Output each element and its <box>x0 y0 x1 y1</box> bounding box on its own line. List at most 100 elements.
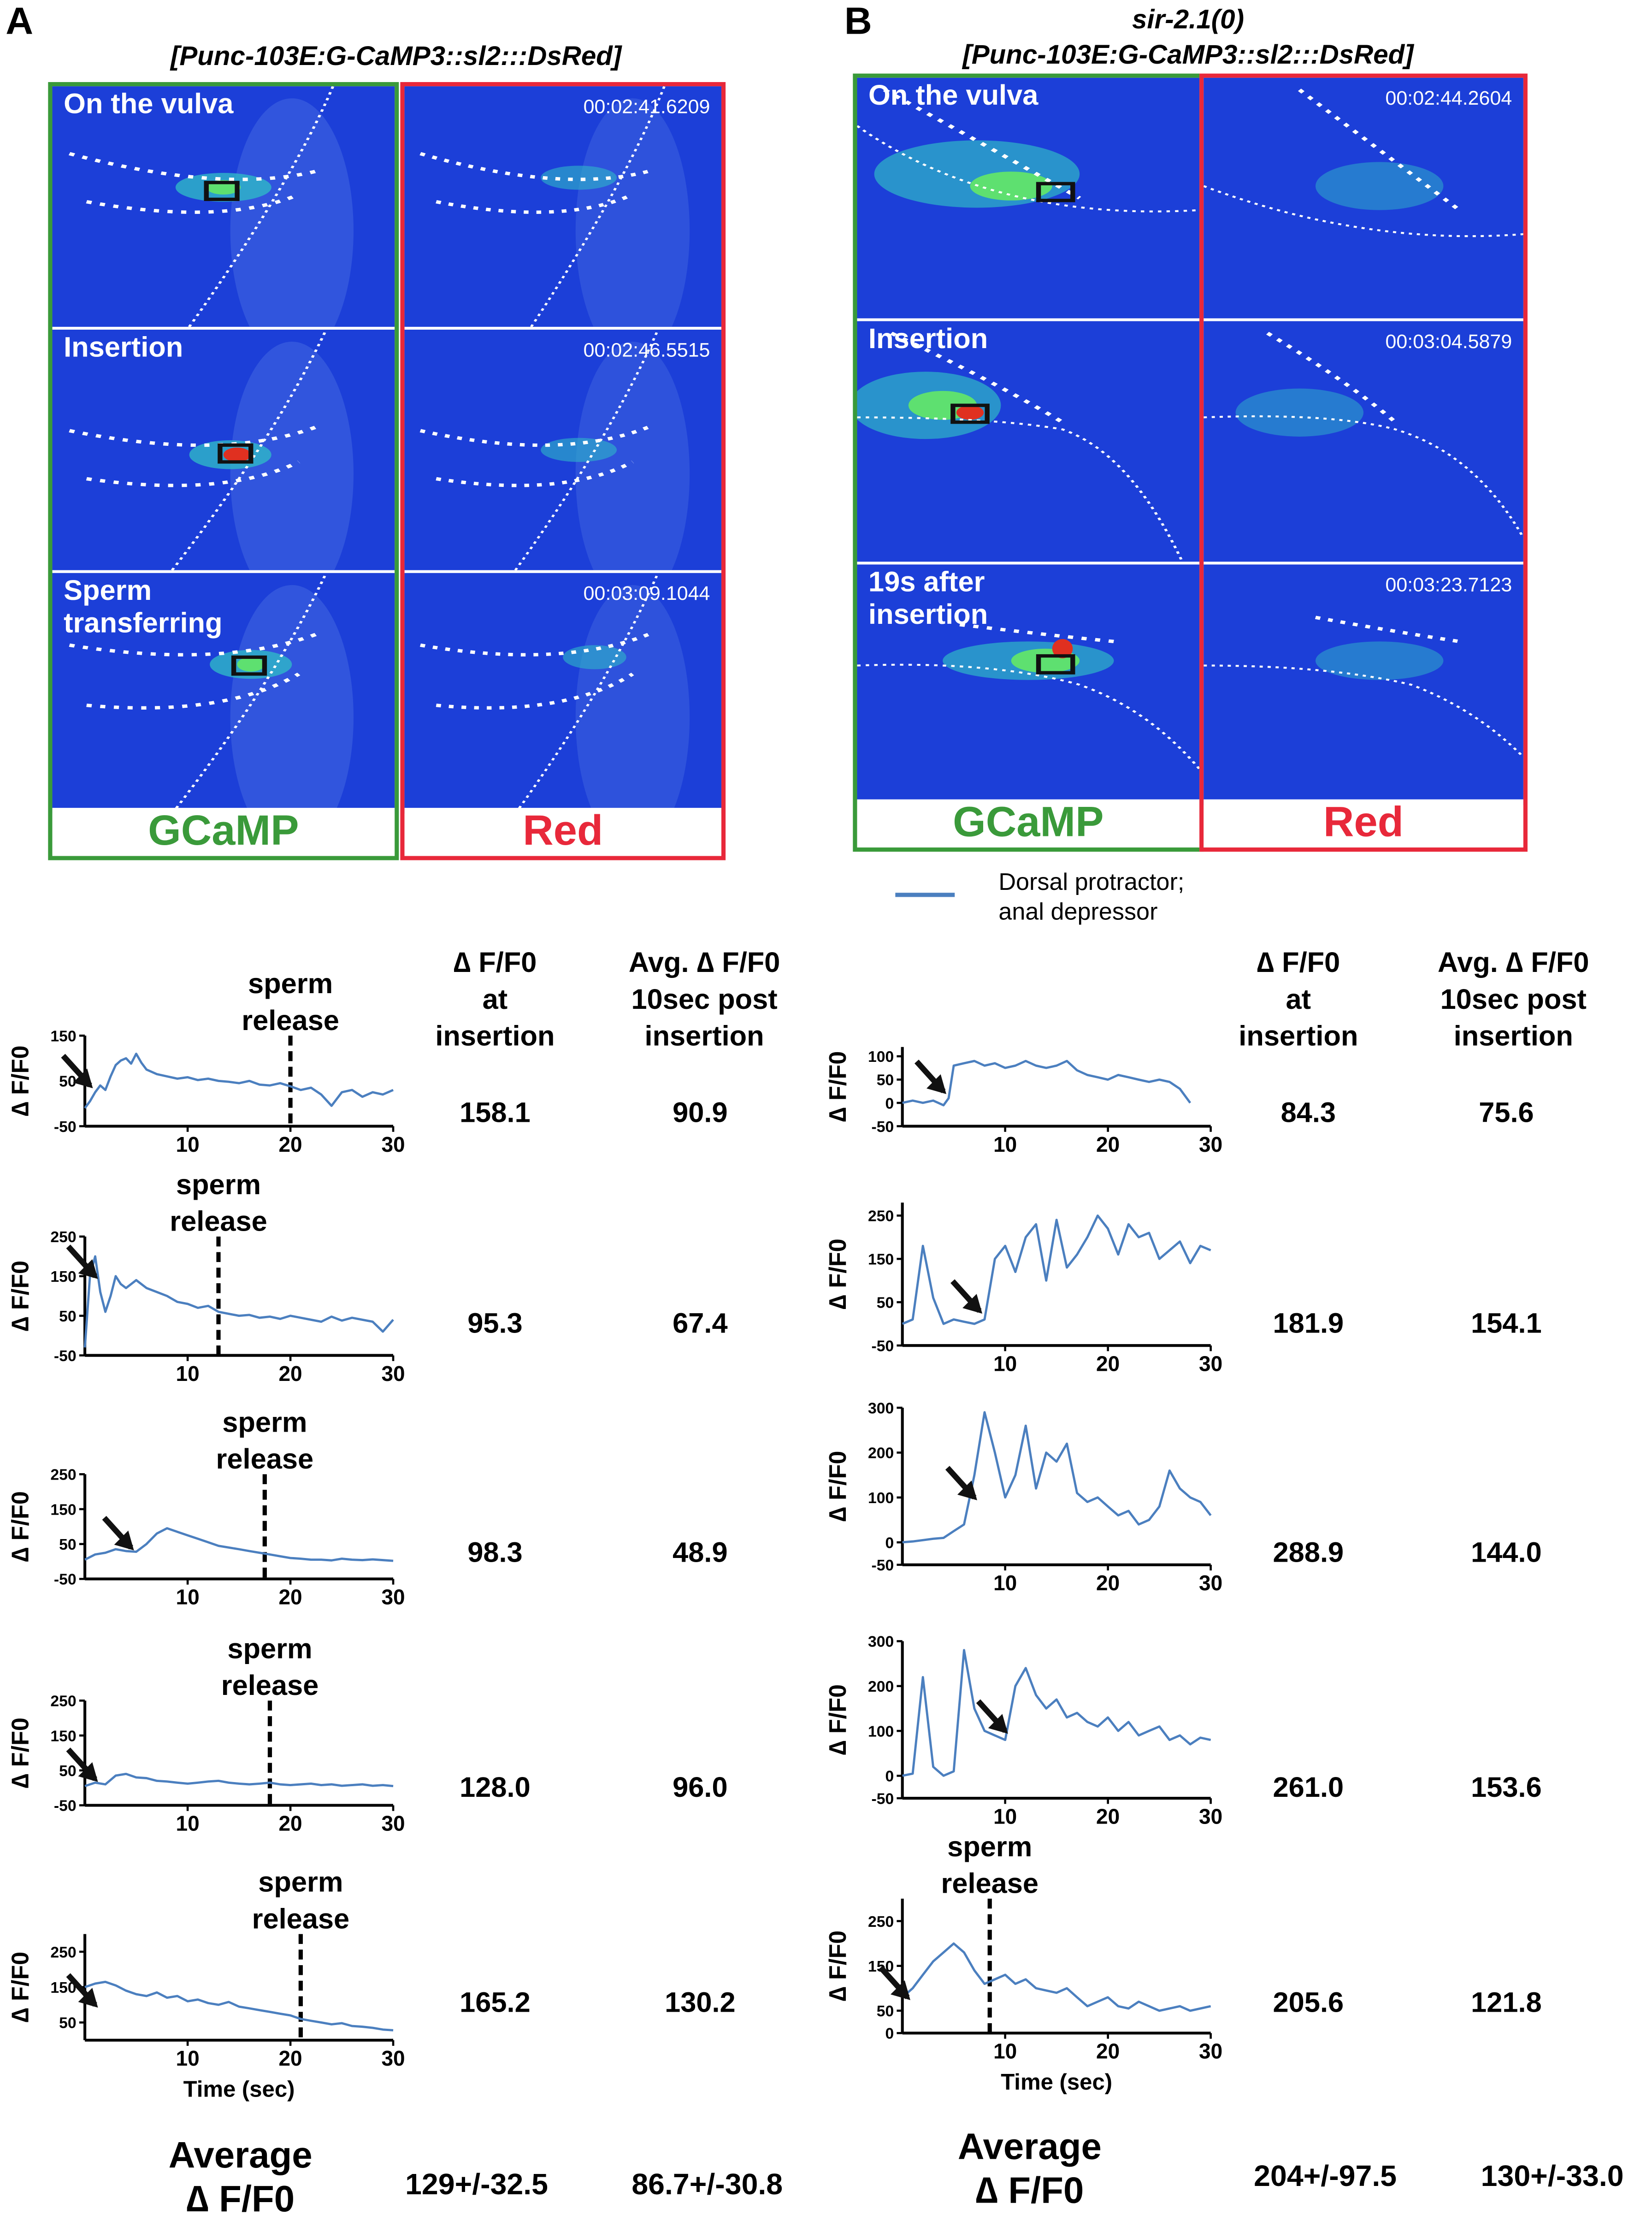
header-b-at-insertion: ∆ F/F0 at insertion <box>1239 948 1358 1053</box>
panel-b-gcamp-frame-2: Insertion <box>857 321 1200 562</box>
x-tick-label: 30 <box>1199 2039 1222 2063</box>
value-a-3-avg-post: 48.9 <box>673 1538 728 1569</box>
y-tick-label: 0 <box>885 1534 894 1552</box>
y-tick-label: 100 <box>868 1489 894 1507</box>
y-tick-label: 50 <box>59 1073 77 1090</box>
panel-a-red-frame-2: 00:02:46.5515 <box>404 329 721 570</box>
trace-chart-a-1: ∆ F/F0 -50 50 150 10 20 30 sperm release <box>7 968 405 1156</box>
panel-a-red-column: 00:02:41.6209 00:02:46.5515 00:03:09.104… <box>400 82 726 860</box>
panel-a-genotype: [Punc-103E:G-CaMP3::sl2:::DsRed] <box>170 42 622 72</box>
legend-line <box>895 893 955 897</box>
value-a-1-avg-post: 90.9 <box>673 1098 728 1129</box>
value-b-2-avg-post: 154.1 <box>1471 1309 1542 1340</box>
y-axis-label: ∆ F/F0 <box>825 1051 851 1122</box>
sperm-release-label: release <box>216 1443 314 1475</box>
insertion-arrow-icon <box>945 1466 977 1500</box>
sperm-release-label: sperm <box>248 968 333 1000</box>
panel-a-gcamp-frame-2: Insertion <box>52 329 395 570</box>
panel-a-red-frame-1: 00:02:41.6209 <box>404 86 721 327</box>
x-tick-label: 10 <box>993 1804 1017 1828</box>
panel-a-red-frame-3: 00:03:09.1044 <box>404 573 721 814</box>
arrow-head <box>114 1530 134 1551</box>
trace-line <box>83 1255 394 1348</box>
x-tick-label: 30 <box>381 1362 405 1386</box>
panel-b-letter: B <box>844 0 872 43</box>
y-tick-label: 200 <box>868 1445 894 1462</box>
sperm-release-label: sperm <box>222 1406 307 1438</box>
y-axis-label: ∆ F/F0 <box>7 1718 34 1789</box>
channel-label-gcamp: GCaMP <box>857 799 1200 848</box>
sperm-release-label: sperm <box>176 1169 261 1201</box>
x-tick-label: 20 <box>1096 1804 1120 1828</box>
y-tick-label: 250 <box>50 1466 76 1484</box>
panel-b-gcamp-column: On the vulva Insertion 19s after inserti… <box>853 73 1204 852</box>
y-axis-label: ∆ F/F0 <box>825 1931 851 2002</box>
value-b-5-avg-post: 121.8 <box>1471 1988 1542 2019</box>
trace-chart-b-3: ∆ F/F0 -50 0 100 200 300 10 20 30 <box>825 1399 1222 1595</box>
x-axis-label: Time (sec) <box>183 2077 295 2102</box>
value-b-3-at-insertion: 288.9 <box>1273 1538 1344 1569</box>
arrow-head <box>78 1988 98 2008</box>
value-a-4-avg-post: 96.0 <box>673 1772 728 1804</box>
x-tick-label: 10 <box>176 1362 199 1386</box>
y-tick-label: 150 <box>50 1501 76 1518</box>
frame-label: On the vulva <box>868 80 1038 112</box>
panel-b-red-column: 00:02:44.2604 00:03:04.5879 00:03:23.712… <box>1199 73 1528 852</box>
timestamp: 00:02:46.5515 <box>583 338 710 361</box>
timestamp: 00:02:44.2604 <box>1385 86 1512 109</box>
trace-line <box>84 1527 394 1562</box>
x-tick-label: 20 <box>278 1812 302 1836</box>
y-tick-label: -50 <box>54 1347 77 1365</box>
x-tick-label: 10 <box>993 2039 1017 2063</box>
value-a-2-avg-post: 67.4 <box>673 1309 728 1340</box>
trace-line <box>84 1772 394 1788</box>
y-tick-label: -50 <box>872 1790 894 1807</box>
y-tick-label: 250 <box>50 1693 76 1710</box>
x-tick-label: 20 <box>1096 1571 1120 1595</box>
value-b-1-avg-post: 75.6 <box>1479 1098 1534 1129</box>
y-tick-label: 200 <box>868 1678 894 1695</box>
x-tick-label: 30 <box>1199 1571 1222 1595</box>
y-axis-label: ∆ F/F0 <box>7 1491 34 1562</box>
value-b-2-at-insertion: 181.9 <box>1273 1309 1344 1340</box>
y-tick-label: 250 <box>868 1208 894 1225</box>
channel-label-red: Red <box>404 808 721 856</box>
panel-a-letter: A <box>6 0 34 43</box>
value-a-3-at-insertion: 98.3 <box>467 1538 523 1569</box>
y-axis-label: ∆ F/F0 <box>7 1261 34 1332</box>
sperm-release-label: release <box>242 1005 339 1037</box>
frame-label: Sperm transferring <box>64 575 223 640</box>
insertion-arrow-icon <box>66 1747 98 1782</box>
x-tick-label: 20 <box>278 1585 302 1609</box>
y-tick-label: 300 <box>868 1633 894 1651</box>
insertion-arrow-icon <box>66 1973 98 2008</box>
average-label-b: Average ∆ F/F0 <box>957 2125 1102 2212</box>
x-tick-label: 10 <box>176 1812 199 1836</box>
x-tick-label: 30 <box>381 1585 405 1609</box>
x-tick-label: 20 <box>278 1132 302 1156</box>
value-b-3-avg-post: 144.0 <box>1471 1538 1542 1569</box>
timestamp: 00:03:23.7123 <box>1385 573 1512 596</box>
value-b-4-avg-post: 153.6 <box>1471 1772 1542 1804</box>
arrow-head <box>962 1294 983 1314</box>
x-tick-label: 20 <box>1096 2039 1120 2063</box>
y-tick-label: 150 <box>50 1027 76 1045</box>
y-tick-label: 250 <box>50 1943 76 1961</box>
insertion-arrow-icon <box>102 1516 134 1551</box>
trace-chart-b-4: ∆ F/F0 -50 0 100 200 300 10 20 30 <box>825 1633 1222 1829</box>
arrow-head <box>926 1074 947 1094</box>
y-tick-label: -50 <box>872 1557 894 1574</box>
y-axis-label: ∆ F/F0 <box>7 1952 34 2023</box>
x-tick-label: 30 <box>381 1812 405 1836</box>
y-tick-label: 0 <box>885 1768 894 1785</box>
y-tick-label: 50 <box>59 2014 77 2032</box>
x-tick-label: 20 <box>1096 1351 1120 1375</box>
trace-chart-a-4: ∆ F/F0 -50 50 150 250 10 20 30 sperm release <box>7 1633 405 1836</box>
value-a-1-at-insertion: 158.1 <box>460 1098 531 1129</box>
y-tick-label: 0 <box>885 2025 894 2043</box>
y-tick-label: 300 <box>868 1399 894 1417</box>
sperm-release-label: release <box>252 1903 350 1935</box>
insertion-arrow-icon <box>878 1966 910 2000</box>
